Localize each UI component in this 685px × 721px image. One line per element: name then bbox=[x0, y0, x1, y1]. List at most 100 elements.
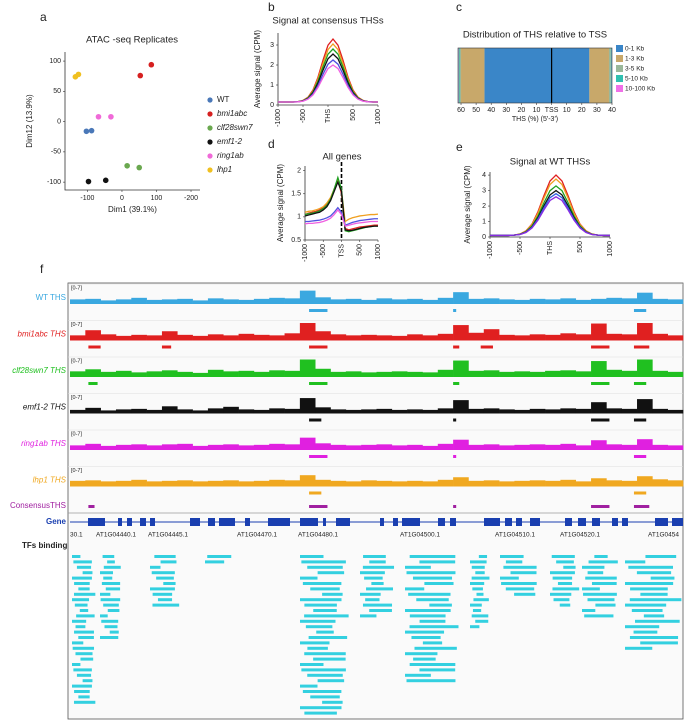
tf-site bbox=[72, 598, 90, 602]
signal-bin bbox=[529, 298, 546, 304]
signal-bin bbox=[422, 335, 439, 341]
tf-site bbox=[582, 609, 596, 612]
signal-bin bbox=[253, 444, 270, 450]
strip-segment bbox=[589, 48, 609, 103]
tf-site bbox=[588, 560, 618, 564]
x-tick-label: 40 bbox=[487, 107, 495, 114]
signal-bin bbox=[621, 444, 638, 450]
signal-bin bbox=[70, 371, 86, 377]
tf-site bbox=[207, 555, 232, 558]
tf-site bbox=[552, 587, 580, 591]
signal-bin bbox=[591, 478, 607, 487]
exon bbox=[402, 518, 420, 526]
signal-bin bbox=[269, 408, 285, 414]
signal-bin bbox=[177, 409, 193, 414]
x-tick-label: 1000 bbox=[375, 109, 382, 125]
tf-site bbox=[73, 668, 92, 672]
signal-bin bbox=[361, 372, 377, 377]
x-tick-label: -500 bbox=[300, 109, 307, 123]
signal-bin bbox=[376, 480, 393, 487]
tf-site bbox=[75, 625, 86, 629]
tf-site bbox=[302, 582, 342, 585]
signal-bin bbox=[637, 399, 653, 414]
tf-site bbox=[472, 587, 483, 591]
signal-bin bbox=[483, 370, 500, 377]
signal-bin bbox=[315, 368, 331, 377]
strip-segment bbox=[458, 48, 459, 103]
tf-site bbox=[413, 657, 436, 661]
tf-site bbox=[107, 560, 115, 564]
tf-site bbox=[80, 657, 94, 661]
tf-site bbox=[595, 603, 616, 607]
tf-site bbox=[475, 619, 489, 623]
peak-region bbox=[88, 382, 98, 385]
tf-track-label: TFs binding bbox=[22, 541, 67, 550]
signal-bin bbox=[437, 443, 454, 450]
signal-line bbox=[305, 206, 378, 227]
tf-site bbox=[82, 571, 93, 575]
signal-line bbox=[490, 185, 610, 237]
legend-marker bbox=[207, 153, 213, 159]
tf-site bbox=[301, 668, 346, 672]
signal-bin bbox=[253, 371, 270, 377]
tf-site bbox=[559, 603, 571, 607]
strip-segment bbox=[459, 48, 462, 103]
signal-line bbox=[278, 43, 378, 103]
signal-bin bbox=[545, 334, 561, 341]
tf-site bbox=[72, 684, 92, 688]
tf-site bbox=[300, 598, 342, 602]
signal-bin bbox=[345, 335, 362, 341]
peak-region bbox=[633, 505, 650, 508]
tf-site bbox=[500, 555, 524, 558]
tf-site bbox=[563, 565, 576, 569]
tf-site bbox=[72, 641, 84, 645]
signal-bin bbox=[575, 408, 592, 414]
y-tick-label: 2 bbox=[482, 203, 486, 210]
tf-site bbox=[643, 614, 665, 618]
signal-bin bbox=[146, 409, 163, 414]
tf-site bbox=[625, 625, 660, 629]
signal-bin bbox=[529, 334, 546, 341]
track-label: clf28swn7 THS bbox=[12, 366, 66, 375]
tf-site bbox=[307, 673, 343, 677]
tf-site bbox=[409, 555, 456, 558]
signal-bin bbox=[422, 481, 439, 487]
x-tick-label: 500 bbox=[577, 241, 584, 253]
signal-bin bbox=[238, 299, 255, 304]
exon bbox=[190, 518, 200, 526]
tf-site bbox=[631, 609, 663, 612]
tf-site bbox=[475, 571, 485, 575]
signal-bin bbox=[330, 409, 347, 414]
y-axis-label: Average signal (CPM) bbox=[253, 30, 262, 108]
tf-site bbox=[301, 560, 346, 564]
tf-site bbox=[550, 571, 575, 575]
browser-frame bbox=[67, 282, 684, 720]
signal-bin bbox=[361, 409, 377, 414]
signal-bin bbox=[437, 297, 454, 304]
signal-bin bbox=[284, 444, 301, 450]
signal-bin bbox=[299, 290, 316, 304]
signal-bin bbox=[391, 371, 408, 377]
gene-name: AT1G04520.1 bbox=[560, 532, 600, 539]
tf-site bbox=[300, 641, 330, 645]
signal-line bbox=[278, 59, 378, 103]
gene-name: AT1G04480.1 bbox=[298, 532, 338, 539]
signal-bin bbox=[115, 335, 132, 341]
signal-bin bbox=[652, 444, 668, 450]
tf-site bbox=[79, 609, 89, 612]
signal-bin bbox=[146, 335, 163, 341]
tf-site bbox=[405, 673, 431, 677]
tf-site bbox=[364, 576, 383, 580]
signal-bin bbox=[361, 299, 377, 304]
signal-bin bbox=[70, 409, 86, 414]
track-range: [0-7] bbox=[71, 468, 82, 474]
tf-site bbox=[307, 646, 328, 650]
signal-line bbox=[278, 64, 378, 103]
track-label: emf1-2 THS bbox=[23, 403, 67, 412]
peak-region bbox=[591, 345, 610, 349]
signal-bin bbox=[545, 409, 561, 414]
signal-bin bbox=[223, 444, 239, 450]
signal-bin bbox=[621, 370, 638, 377]
signal-bin bbox=[468, 480, 485, 487]
